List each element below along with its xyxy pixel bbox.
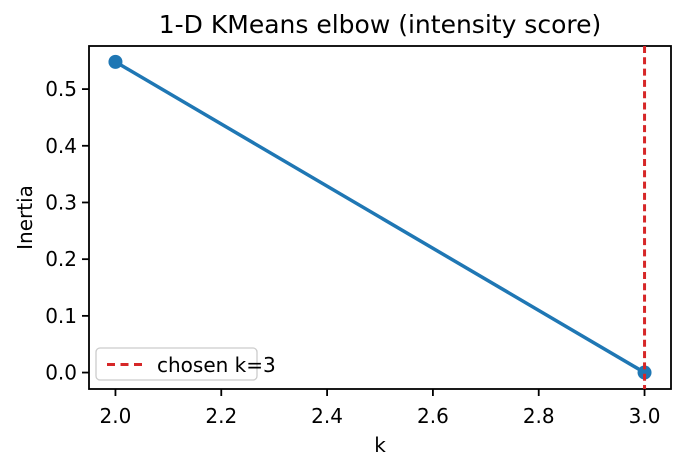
y-tick-label: 0.2 <box>45 247 77 271</box>
x-tick-label: 2.8 <box>523 404 555 428</box>
y-tick-label: 0.0 <box>45 361 77 385</box>
plot-layer: 2.0 2.2 2.4 2.6 2.8 3.0 0.0 0.1 0.2 0.3 0.4 0.5 <box>45 54 661 428</box>
legend: chosen k=3 <box>95 347 276 381</box>
y-tick-label: 0.3 <box>45 190 77 214</box>
y-tick-label: 0.4 <box>45 134 77 158</box>
y-tick-label: 0.1 <box>45 304 77 328</box>
inertia-line <box>114 60 646 375</box>
y-tick-label: 0.5 <box>45 77 77 101</box>
legend-label: chosen k=3 <box>157 353 276 377</box>
y-axis-label: Inertia <box>13 185 37 250</box>
axes-spines <box>88 45 672 390</box>
legend-box <box>95 347 258 381</box>
chart-title: 1-D KMeans elbow (intensity score) <box>159 10 602 39</box>
x-tick-label: 2.4 <box>311 404 343 428</box>
x-tick-label: 2.2 <box>205 404 237 428</box>
x-tick-label: 2.0 <box>100 404 132 428</box>
data-point-marker <box>108 54 123 69</box>
data-point-marker <box>637 365 652 380</box>
x-tick-label: 2.6 <box>417 404 449 428</box>
x-tick-label: 3.0 <box>629 404 661 428</box>
x-axis-label: k <box>374 433 386 457</box>
